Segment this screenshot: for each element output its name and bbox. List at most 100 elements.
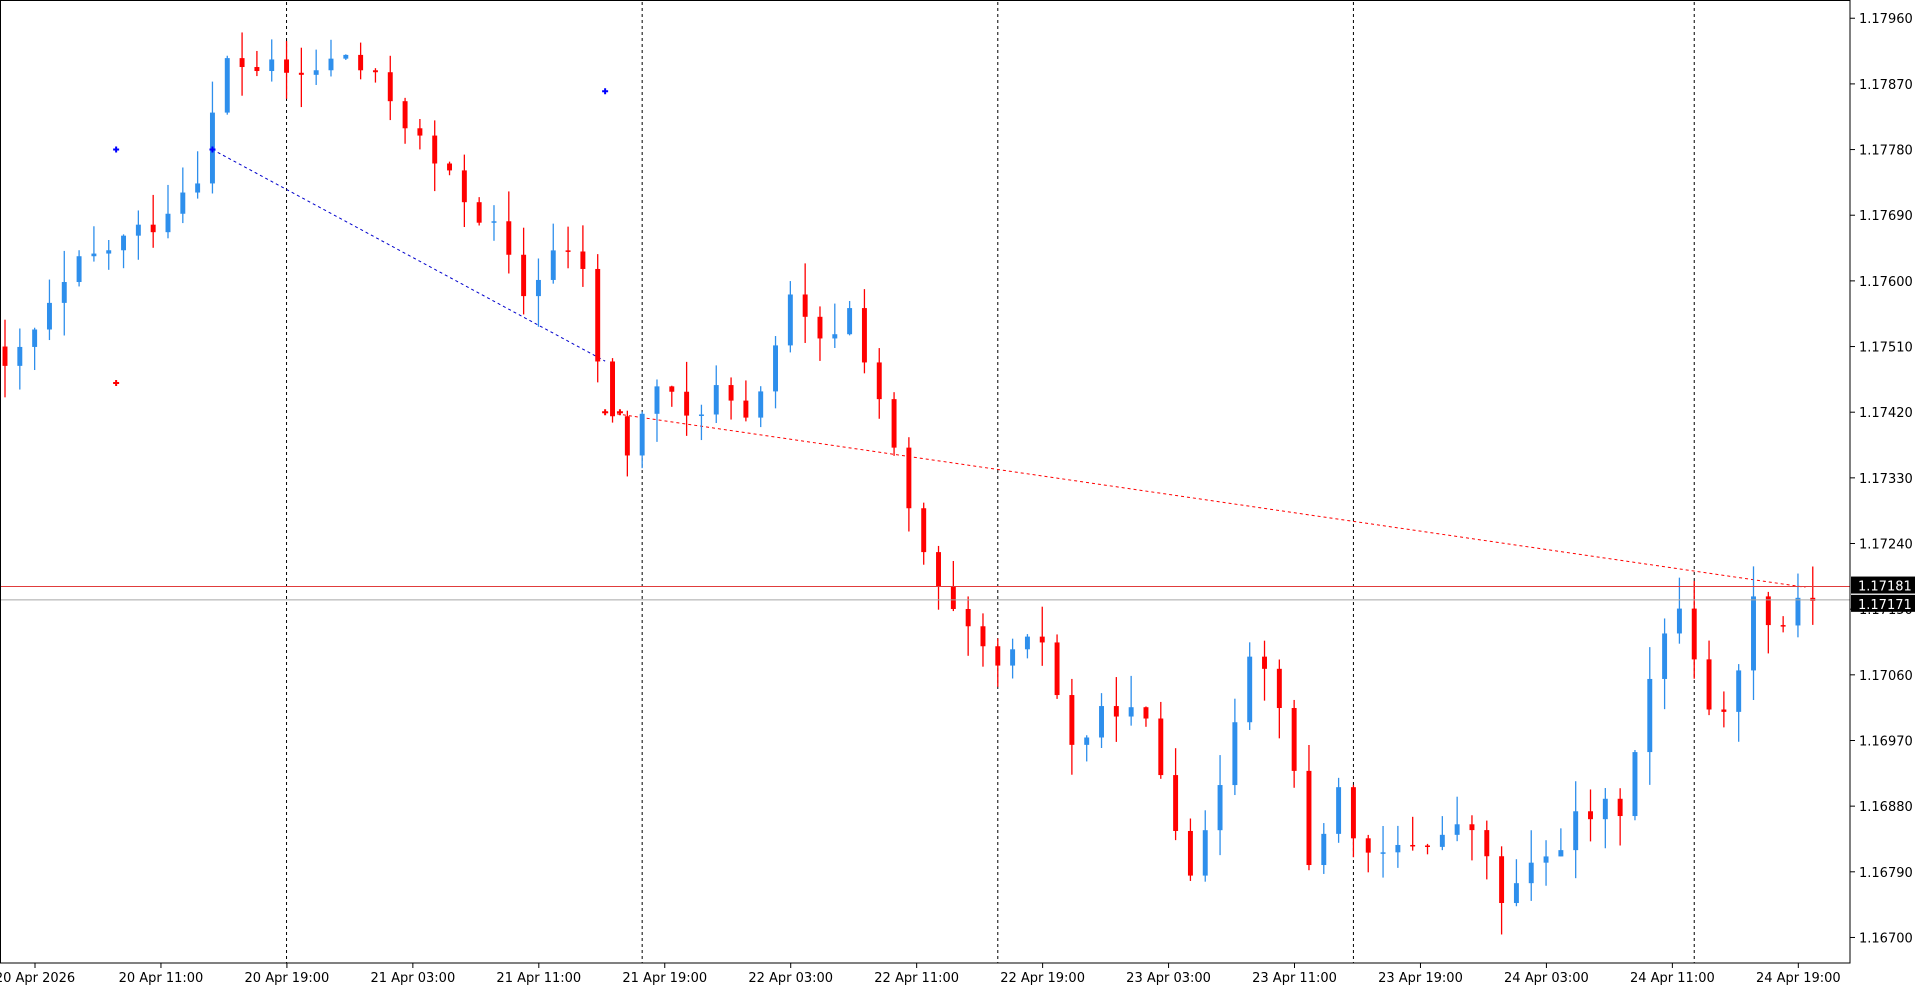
plot-frame bbox=[0, 0, 1851, 964]
candle-body bbox=[1721, 709, 1727, 712]
candle-body bbox=[669, 386, 675, 392]
candle-body bbox=[1143, 707, 1149, 719]
candle-body bbox=[802, 294, 808, 317]
candle-body bbox=[1439, 834, 1445, 847]
candle-body bbox=[180, 192, 186, 214]
candle-body bbox=[728, 385, 734, 401]
candle-body bbox=[1513, 883, 1519, 904]
candle-body bbox=[1425, 845, 1430, 847]
signal-markers bbox=[113, 88, 623, 416]
trend-line-1 bbox=[605, 411, 1806, 588]
price-lines bbox=[0, 586, 1850, 601]
x-tick-label: 23 Apr 11:00 bbox=[1252, 971, 1337, 986]
candle-body bbox=[610, 361, 615, 417]
trend-lines bbox=[212, 149, 1806, 588]
candle-body bbox=[654, 386, 660, 414]
signal-marker bbox=[616, 409, 623, 416]
candle-body bbox=[1350, 787, 1356, 839]
candle-body bbox=[743, 400, 749, 418]
candle-body bbox=[876, 362, 882, 400]
x-tick-label: 24 Apr 03:00 bbox=[1504, 971, 1589, 986]
candle-body bbox=[995, 646, 1001, 666]
candle-body bbox=[684, 391, 690, 416]
candle-body bbox=[1617, 798, 1623, 817]
candle-body bbox=[1321, 833, 1327, 866]
candle-body bbox=[1543, 856, 1549, 863]
candle-body bbox=[580, 251, 586, 269]
y-tick-label: 1.16880 bbox=[1859, 800, 1913, 815]
x-tick-label: 21 Apr 03:00 bbox=[370, 971, 455, 986]
candle-body bbox=[639, 413, 645, 456]
candle-body bbox=[1810, 597, 1816, 601]
x-tick-label: 22 Apr 11:00 bbox=[874, 971, 959, 986]
candle-body bbox=[1632, 752, 1638, 817]
y-tick-label: 1.17960 bbox=[1859, 12, 1913, 27]
x-tick-label: 23 Apr 03:00 bbox=[1126, 971, 1211, 986]
candle-body bbox=[1558, 850, 1564, 857]
candle-body bbox=[106, 250, 112, 254]
candle-body bbox=[402, 101, 408, 129]
candle-body bbox=[921, 508, 927, 553]
candle-body bbox=[1706, 659, 1712, 710]
candle-body bbox=[1217, 785, 1223, 831]
candle-body bbox=[491, 221, 497, 223]
x-tick-label: 20 Apr 11:00 bbox=[119, 971, 204, 986]
signal-marker bbox=[602, 88, 609, 95]
candle-body bbox=[535, 279, 541, 297]
candle-body bbox=[46, 302, 52, 330]
ask-price-label-bg bbox=[1851, 594, 1915, 612]
x-tick-label: 21 Apr 11:00 bbox=[496, 971, 581, 986]
candle-body bbox=[461, 170, 467, 203]
candle-body bbox=[1528, 862, 1534, 884]
candle-body bbox=[32, 329, 38, 347]
candle-body bbox=[447, 163, 453, 171]
candle-body bbox=[550, 250, 556, 280]
candle-body bbox=[1247, 656, 1253, 723]
x-tick-label: 21 Apr 19:00 bbox=[622, 971, 707, 986]
candle-body bbox=[343, 54, 349, 59]
x-tick-label: 24 Apr 11:00 bbox=[1630, 971, 1715, 986]
candle-body bbox=[595, 268, 601, 362]
candle-body bbox=[847, 308, 853, 335]
signal-marker bbox=[113, 380, 120, 387]
y-tick-label: 1.17690 bbox=[1859, 209, 1913, 224]
candle-body bbox=[358, 54, 364, 71]
candle-body bbox=[1662, 633, 1668, 679]
candle-body bbox=[1202, 830, 1208, 876]
candle-body bbox=[150, 224, 156, 233]
x-tick-label: 23 Apr 19:00 bbox=[1378, 971, 1463, 986]
y-tick-label: 1.17870 bbox=[1859, 78, 1913, 93]
candle-body bbox=[1573, 811, 1579, 851]
candle-body bbox=[1410, 844, 1416, 847]
candle-body bbox=[1113, 706, 1119, 717]
candle-body bbox=[2, 346, 8, 366]
candle-body bbox=[1336, 787, 1342, 834]
candle-body bbox=[817, 316, 823, 339]
y-tick-label: 1.17780 bbox=[1859, 144, 1913, 159]
candle-body bbox=[432, 135, 438, 164]
candle-body bbox=[91, 253, 97, 257]
y-tick-label: 1.16700 bbox=[1859, 931, 1913, 946]
candle-body bbox=[76, 256, 82, 283]
candle-body bbox=[1736, 670, 1742, 712]
candle-body bbox=[313, 70, 319, 75]
candle-body bbox=[135, 224, 141, 236]
candle-body bbox=[906, 447, 912, 509]
candle-body bbox=[965, 608, 971, 627]
candle-body bbox=[239, 58, 245, 68]
x-tick-label: 22 Apr 03:00 bbox=[748, 971, 833, 986]
candle-body bbox=[476, 202, 482, 223]
x-tick-label: 20 Apr 2026 bbox=[0, 971, 75, 986]
candle-body bbox=[1054, 642, 1060, 696]
candle-body bbox=[891, 399, 897, 448]
x-tick-label: 22 Apr 19:00 bbox=[1000, 971, 1085, 986]
candle-body bbox=[165, 213, 171, 233]
candle-body bbox=[1647, 678, 1653, 753]
candle-body bbox=[936, 552, 941, 587]
candle-body bbox=[758, 391, 764, 418]
candle-body bbox=[1484, 830, 1490, 857]
y-tick-label: 1.17420 bbox=[1859, 406, 1913, 421]
